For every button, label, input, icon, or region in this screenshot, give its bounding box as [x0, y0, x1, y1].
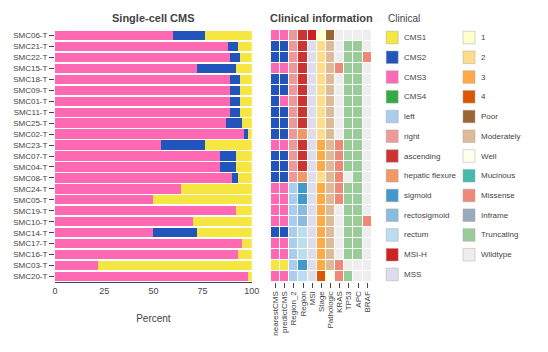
svg-text:50: 50 — [148, 286, 158, 296]
svg-text:MSS: MSS — [404, 270, 421, 279]
svg-text:CMS3: CMS3 — [404, 73, 427, 82]
svg-text:SMC08-T: SMC08-T — [13, 174, 47, 183]
svg-text:Region_2: Region_2 — [290, 291, 299, 326]
svg-text:TP53: TP53 — [344, 291, 353, 311]
svg-text:BRAF: BRAF — [363, 291, 372, 312]
svg-text:Well: Well — [481, 152, 497, 161]
svg-text:Single-cell CMS: Single-cell CMS — [112, 12, 195, 24]
svg-text:sigmoid: sigmoid — [404, 191, 432, 200]
svg-text:25: 25 — [99, 286, 109, 296]
svg-text:SMC05-T: SMC05-T — [13, 196, 47, 205]
svg-text:Mucinous: Mucinous — [481, 171, 515, 180]
svg-text:rectum: rectum — [404, 230, 429, 239]
svg-text:right: right — [404, 132, 420, 141]
svg-text:1: 1 — [481, 33, 486, 42]
svg-text:SMC14-T: SMC14-T — [13, 229, 47, 238]
svg-text:MSI-H: MSI-H — [404, 250, 427, 259]
svg-text:Inframe: Inframe — [481, 211, 509, 220]
svg-text:SMC24-T: SMC24-T — [13, 185, 47, 194]
svg-text:3: 3 — [481, 73, 486, 82]
svg-text:SMC10-T: SMC10-T — [13, 218, 47, 227]
svg-text:SMC22-T: SMC22-T — [13, 53, 47, 62]
svg-text:rectosigmoid: rectosigmoid — [404, 211, 449, 220]
svg-text:SMC11-T: SMC11-T — [14, 108, 48, 117]
svg-text:SMC23-T: SMC23-T — [13, 141, 47, 150]
svg-text:SMC01-T: SMC01-T — [13, 97, 47, 106]
svg-text:nearestCMS: nearestCMS — [271, 291, 280, 335]
svg-text:Stage: Stage — [317, 291, 326, 312]
svg-text:Truncating: Truncating — [481, 230, 519, 239]
svg-text:Moderately: Moderately — [481, 132, 521, 141]
svg-text:Poor: Poor — [481, 112, 498, 121]
svg-text:SMC16-T: SMC16-T — [13, 250, 47, 259]
svg-text:CMS1: CMS1 — [404, 33, 427, 42]
svg-text:CMS2: CMS2 — [404, 53, 427, 62]
svg-text:SMC03-T: SMC03-T — [13, 261, 47, 270]
svg-text:SMC09-T: SMC09-T — [13, 86, 47, 95]
svg-text:SMC19-T: SMC19-T — [13, 207, 47, 216]
svg-text:Wildtype: Wildtype — [481, 250, 512, 259]
svg-text:SMC18-T: SMC18-T — [13, 75, 47, 84]
svg-text:100: 100 — [244, 286, 259, 296]
svg-text:SMC15-T: SMC15-T — [13, 64, 47, 73]
svg-text:Percent: Percent — [136, 313, 171, 324]
svg-text:Region: Region — [299, 291, 308, 316]
svg-text:left: left — [404, 112, 415, 121]
svg-text:Clinical information: Clinical information — [270, 12, 373, 24]
svg-text:Pathologic: Pathologic — [326, 291, 335, 328]
svg-text:APC: APC — [354, 291, 363, 308]
svg-text:Missense: Missense — [481, 191, 515, 200]
svg-text:SMC17-T: SMC17-T — [13, 239, 47, 248]
svg-text:SMC20-T: SMC20-T — [13, 272, 47, 281]
svg-text:0: 0 — [52, 286, 57, 296]
svg-text:4: 4 — [481, 92, 486, 101]
svg-text:SMC21-T: SMC21-T — [13, 42, 47, 51]
svg-text:2: 2 — [481, 53, 486, 62]
svg-text:KRAS: KRAS — [335, 291, 344, 313]
svg-text:75: 75 — [198, 286, 208, 296]
svg-text:hepatic flexure: hepatic flexure — [404, 171, 457, 180]
svg-text:SMC06-T: SMC06-T — [13, 31, 47, 40]
svg-text:CMS4: CMS4 — [404, 92, 427, 101]
svg-text:ascending: ascending — [404, 152, 440, 161]
svg-text:SMC07-T: SMC07-T — [13, 152, 47, 161]
svg-text:Clinical: Clinical — [388, 13, 420, 24]
svg-text:MSI: MSI — [308, 291, 317, 305]
svg-text:SMC02-T: SMC02-T — [13, 130, 47, 139]
svg-text:predictCMS: predictCMS — [280, 291, 289, 333]
svg-text:SMC04-T: SMC04-T — [13, 163, 47, 172]
svg-text:SMC25-T: SMC25-T — [13, 119, 47, 128]
